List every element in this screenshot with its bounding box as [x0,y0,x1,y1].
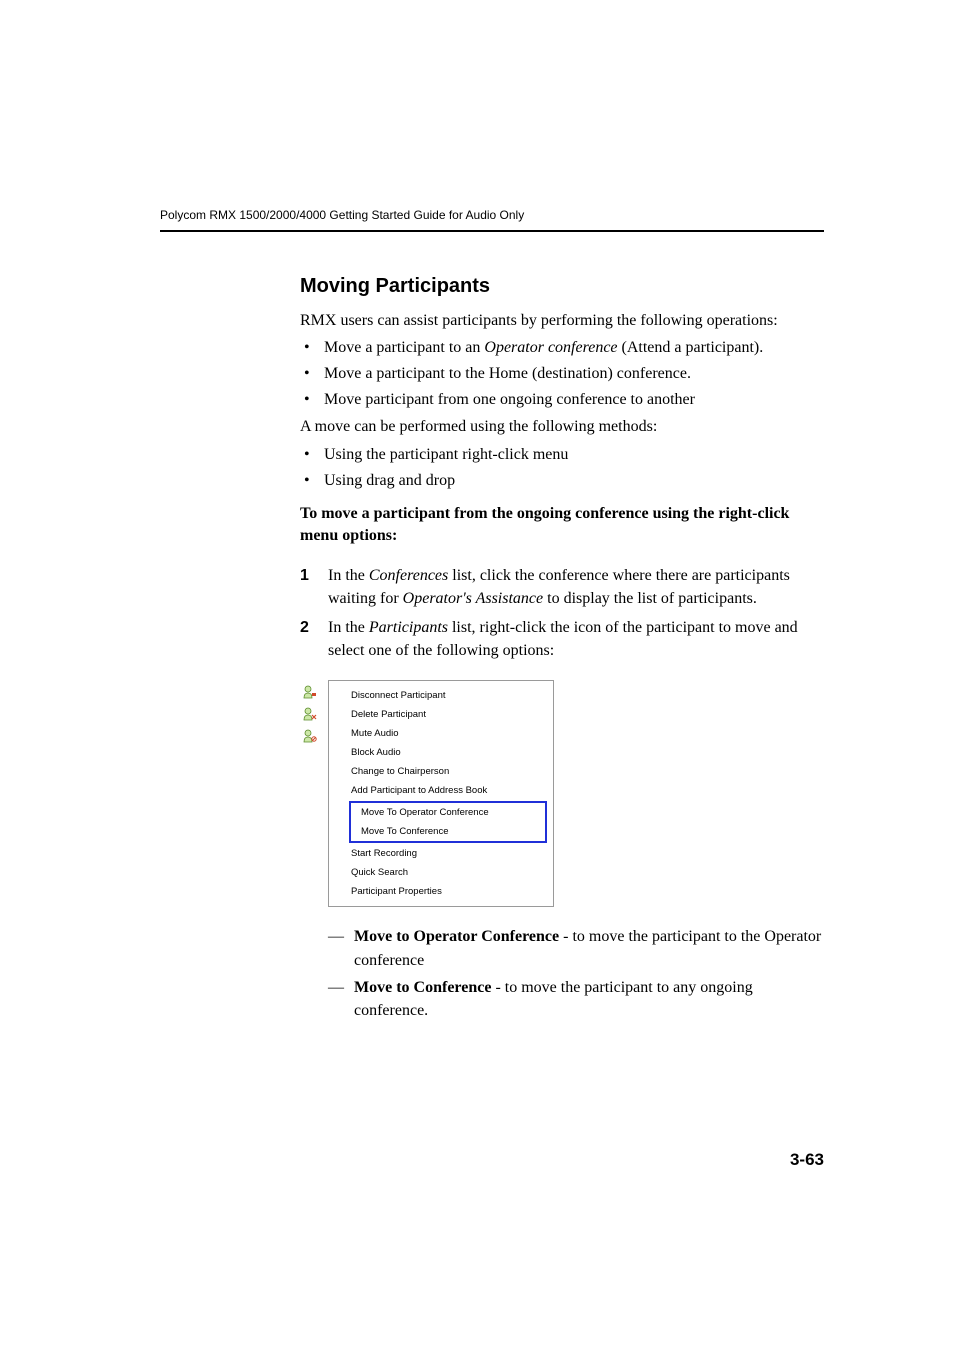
section-title: Moving Participants [300,275,824,298]
context-menu-figure: Disconnect Participant Delete Participan… [328,680,554,907]
op-post: (Attend a participant). [618,339,764,356]
step-item: 1 In the Conferences list, click the con… [300,564,824,610]
op-item: Move a participant to an Operator confer… [300,336,824,360]
page: Polycom RMX 1500/2000/4000 Getting Start… [0,0,954,1350]
intro-text: RMX users can assist participants by per… [300,310,824,332]
context-menu-body: Disconnect Participant Delete Participan… [351,681,553,906]
task-title: To move a participant from the ongoing c… [300,503,824,548]
menu-item-start-recording[interactable]: Start Recording [351,844,553,863]
op-pre: Move a participant to an [324,339,484,356]
result-bold: Move to Operator Conference [354,928,559,945]
page-number: 3-63 [790,1150,824,1170]
steps-list: 1 In the Conferences list, click the con… [300,564,824,663]
running-header: Polycom RMX 1500/2000/4000 Getting Start… [160,208,524,222]
step-italic: Participants [369,619,448,636]
menu-item-quick-search[interactable]: Quick Search [351,863,553,882]
menu-item-block[interactable]: Block Audio [351,743,553,762]
step-pre: In the [328,619,369,636]
menu-item-properties[interactable]: Participant Properties [351,882,553,901]
header-rule [160,230,824,232]
methods-intro: A move can be performed using the follow… [300,416,824,438]
result-options: Move to Operator Conference - to move th… [328,925,824,1022]
step-italic: Conferences [369,567,448,584]
menu-item-move-conference[interactable]: Move To Conference [351,822,545,841]
menu-item-mute[interactable]: Mute Audio [351,724,553,743]
methods-list: Using the participant right-click menu U… [300,443,824,493]
op-item: Move a participant to the Home (destinat… [300,362,824,386]
op-italic: Operator conference [484,339,617,356]
participant-icon [303,707,317,721]
step-post: to display the list of participants. [543,590,757,607]
result-item: Move to Conference - to move the partici… [328,976,824,1022]
step-number: 2 [300,616,309,639]
menu-item-chairperson[interactable]: Change to Chairperson [351,762,553,781]
step-number: 1 [300,564,309,587]
menu-item-disconnect[interactable]: Disconnect Participant [351,686,553,705]
content-block: Moving Participants RMX users can assist… [300,275,824,1022]
menu-item-delete[interactable]: Delete Participant [351,705,553,724]
method-item: Using drag and drop [300,469,824,493]
menu-item-addressbook[interactable]: Add Participant to Address Book [351,781,553,800]
result-bold: Move to Conference [354,979,491,996]
step-pre: In the [328,567,369,584]
operations-list: Move a participant to an Operator confer… [300,336,824,412]
op-pre: Move participant from one ongoing confer… [324,391,695,408]
result-item: Move to Operator Conference - to move th… [328,925,824,971]
op-pre: Move a participant to the Home (destinat… [324,365,691,382]
step-item: 2 In the Participants list, right-click … [300,616,824,662]
toolbar-icons [303,685,323,751]
menu-item-move-operator[interactable]: Move To Operator Conference [351,803,545,822]
op-item: Move participant from one ongoing confer… [300,388,824,412]
menu-highlight-box: Move To Operator Conference Move To Conf… [349,801,547,843]
step-italic: Operator's Assistance [403,590,543,607]
participant-icon [303,685,317,699]
method-item: Using the participant right-click menu [300,443,824,467]
participant-icon [303,729,317,743]
